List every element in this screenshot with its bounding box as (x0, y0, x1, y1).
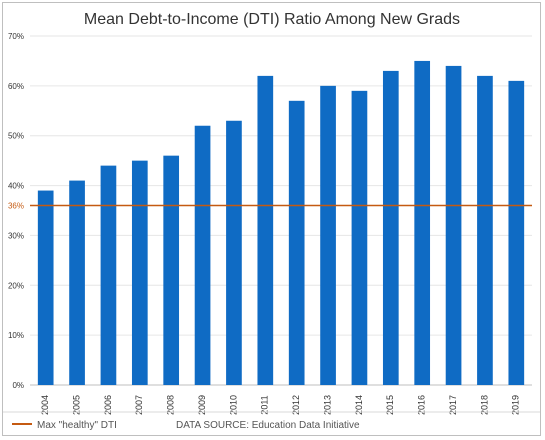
x-tick-label: 2010 (228, 395, 238, 415)
x-tick-label: 2017 (448, 395, 458, 415)
x-axis-ticks: 2004 2005 2006 2007 2008 2009 2010 2011 2012 2013… (40, 395, 521, 415)
bar-2012 (288, 100, 305, 386)
bars (37, 60, 525, 386)
bar-2019 (508, 80, 525, 385)
y-tick-label: 0% (12, 381, 24, 390)
data-source-note: DATA SOURCE: Education Data Initiative (176, 420, 360, 431)
x-tick-label: 2004 (40, 395, 50, 415)
bar-2005 (69, 180, 85, 385)
x-tick-label: 2013 (322, 395, 332, 415)
x-tick-label: 2009 (197, 395, 207, 415)
bar-2010 (226, 120, 242, 385)
chart-title: Mean Debt-to-Income (DTI) Ratio Among Ne… (84, 11, 460, 28)
x-tick-label: 2011 (260, 395, 270, 414)
bar-2016 (414, 60, 431, 386)
bar-2017 (445, 65, 462, 386)
bar-2018 (477, 75, 493, 385)
bar-2014 (351, 90, 368, 385)
x-tick-label: 2005 (71, 395, 81, 415)
y-tick-label: 60% (8, 82, 24, 91)
x-tick-label: 2006 (103, 395, 113, 415)
y-axis-ticks: 0% 10% 20% 30% 40% 50% 60% 70% (8, 32, 24, 390)
bar-2007 (131, 160, 148, 385)
reference-line-label: 36% (8, 202, 24, 211)
y-tick-label: 10% (8, 331, 24, 340)
y-tick-label: 50% (8, 132, 24, 141)
bar-2011 (257, 75, 274, 385)
bar-2006 (100, 165, 117, 385)
x-tick-label: 2016 (417, 395, 427, 415)
x-tick-label: 2008 (166, 395, 176, 415)
y-tick-label: 30% (8, 231, 24, 240)
bar-2015 (382, 70, 399, 386)
bar-2008 (163, 155, 180, 385)
reference-line-group: 36% (8, 202, 532, 211)
y-tick-label: 70% (8, 32, 24, 41)
bar-2004 (37, 190, 54, 385)
x-tick-label: 2012 (291, 395, 301, 415)
bar-2013 (320, 85, 336, 385)
x-tick-label: 2014 (354, 395, 364, 415)
bar-2009 (194, 125, 211, 385)
legend-label-reference: Max "healthy" DTI (37, 420, 117, 431)
x-tick-label: 2019 (511, 395, 521, 415)
x-tick-label: 2015 (385, 395, 395, 415)
y-tick-label: 20% (8, 281, 24, 290)
x-tick-label: 2007 (134, 395, 144, 415)
x-tick-label: 2018 (479, 395, 489, 415)
y-tick-label: 40% (8, 182, 24, 191)
